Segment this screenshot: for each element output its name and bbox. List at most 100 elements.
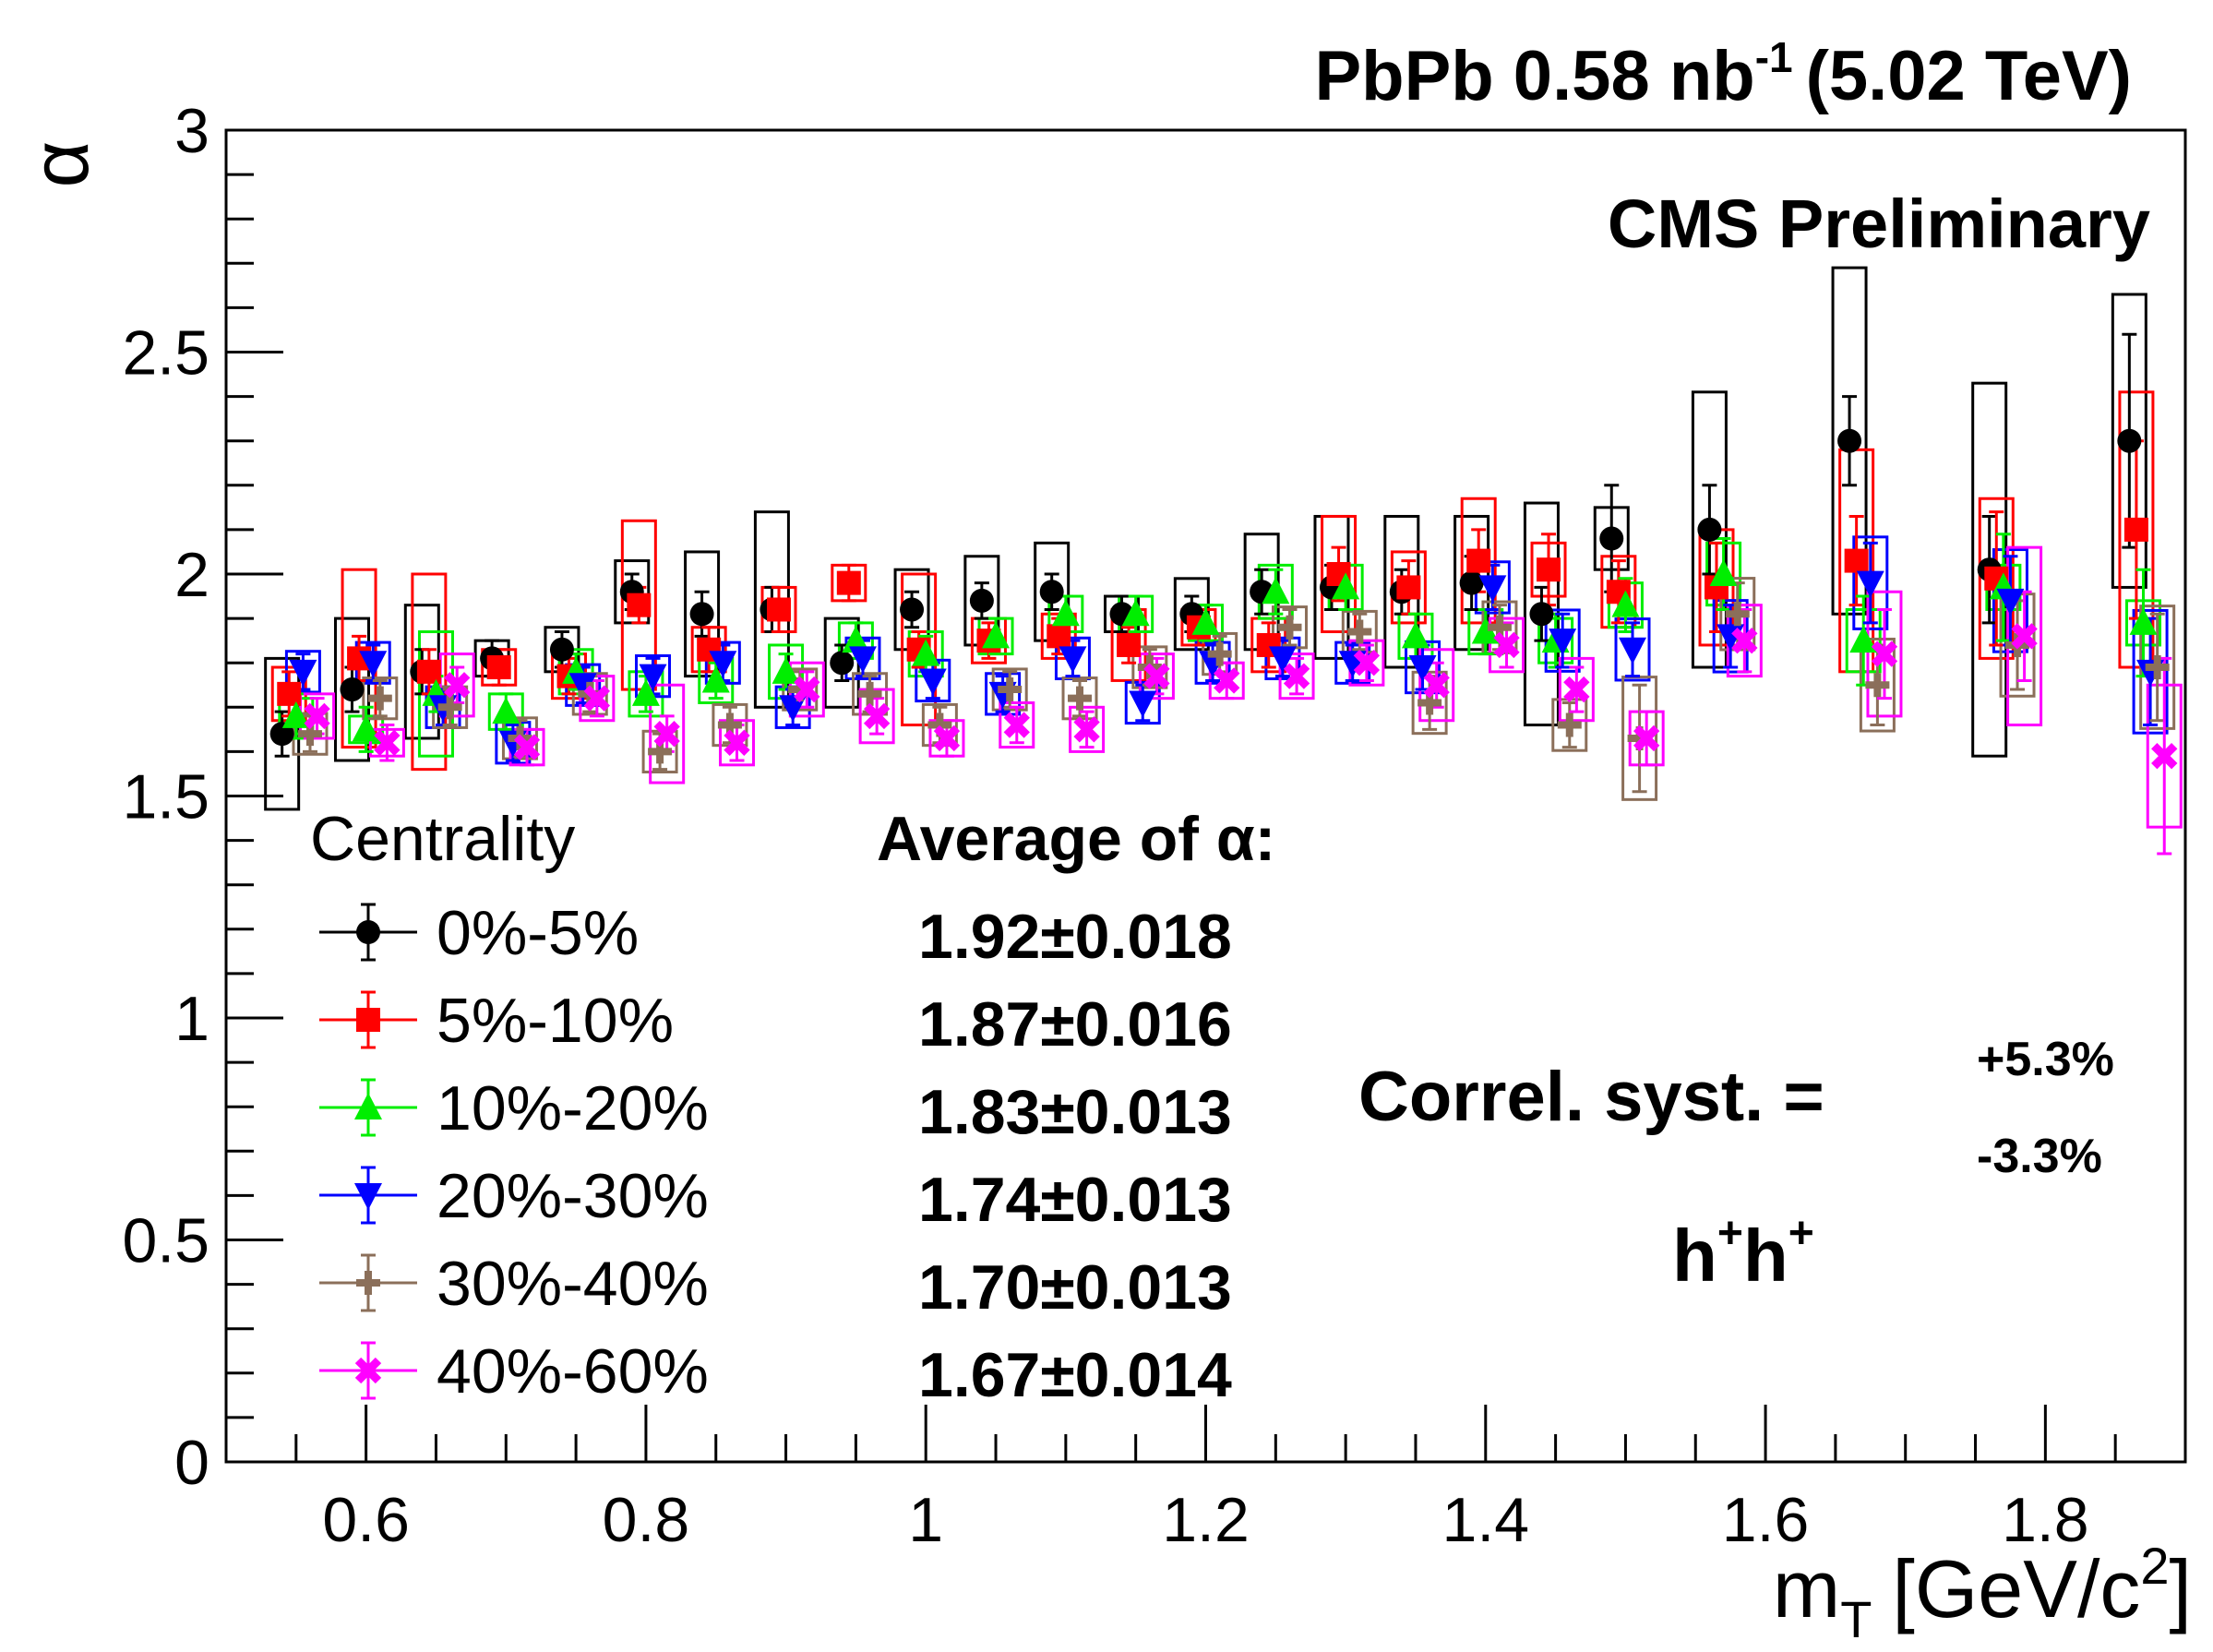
data-point — [842, 626, 870, 653]
data-point — [1856, 570, 1884, 598]
data-point — [631, 678, 660, 706]
y-tick-label: 1.5 — [122, 762, 209, 832]
sys-box — [1978, 497, 2015, 660]
data-point — [1262, 577, 1290, 605]
sys-box — [649, 683, 686, 784]
x-label-unit: [GeV/c — [1892, 1543, 2140, 1634]
data-point — [1459, 570, 1484, 595]
data-point — [857, 681, 882, 706]
data-point — [1268, 646, 1297, 674]
x-tick-label: 1.8 — [2002, 1485, 2089, 1555]
legend-marker — [354, 1357, 382, 1384]
data-point — [583, 685, 611, 712]
data-point — [912, 639, 940, 666]
x-tick-label: 1 — [908, 1485, 943, 1555]
correl-plus: +5.3% — [1977, 1033, 2114, 1086]
data-point — [1283, 663, 1310, 689]
data-point — [1347, 619, 1372, 644]
average-value: 1.70±0.013 — [918, 1252, 1232, 1323]
sys-box — [1321, 514, 1358, 634]
data-point — [1143, 663, 1170, 689]
data-point — [1214, 667, 1240, 694]
data-point — [437, 695, 462, 720]
data-point — [289, 659, 317, 687]
x-tick-label: 1.6 — [1722, 1485, 1810, 1555]
data-point — [653, 720, 680, 748]
x-label-sub: T — [1840, 1590, 1872, 1648]
legend-label: 30%-40% — [437, 1249, 709, 1319]
sys-box — [1992, 548, 2028, 653]
cms-label: CMS Preliminary — [1608, 186, 2150, 262]
data-point — [836, 570, 861, 595]
data-point — [486, 655, 511, 680]
data-point — [1865, 673, 1890, 698]
data-point — [701, 665, 730, 693]
data-point — [1277, 615, 1302, 640]
legend-marker — [356, 1008, 380, 1032]
data-point — [492, 697, 520, 724]
data-point — [367, 686, 392, 711]
data-point — [998, 677, 1023, 702]
sys-box — [684, 550, 721, 678]
data-point — [1697, 517, 1722, 542]
correl-minus: -3.3% — [1977, 1130, 2102, 1183]
legend-title: Centrality — [310, 804, 575, 874]
legend-entry: 20%-30% — [319, 1161, 709, 1231]
x-tick-label: 0.8 — [603, 1485, 690, 1555]
pair-plus2: + — [1788, 1209, 1814, 1258]
x-tick-label: 1.2 — [1162, 1485, 1250, 1555]
sys-box — [1411, 670, 1448, 736]
data-point — [1871, 640, 1898, 667]
data-point — [1599, 526, 1624, 551]
legend-entry: 30%-40% — [319, 1249, 709, 1319]
y-tick-label: 1 — [174, 984, 209, 1054]
sys-box — [1558, 656, 1595, 723]
pair-h1: h — [1672, 1215, 1717, 1297]
data-point — [1619, 637, 1647, 664]
average-title: Average of α: — [877, 804, 1275, 874]
data-point — [1633, 724, 1660, 752]
data-point — [1191, 607, 1220, 635]
title-superscript: -1 — [1755, 33, 1793, 81]
data-point — [1332, 572, 1360, 600]
data-point — [772, 656, 800, 684]
pair-h2: h — [1743, 1215, 1788, 1297]
data-point — [1549, 628, 1577, 656]
sys-box — [1124, 680, 1161, 725]
data-point — [918, 668, 947, 696]
sys-box — [985, 672, 1022, 716]
data-point — [1837, 428, 1862, 453]
data-point — [549, 637, 574, 662]
sys-box — [2118, 390, 2155, 669]
data-point — [2129, 607, 2158, 635]
data-point — [1611, 590, 1640, 617]
average-value: 1.67±0.014 — [918, 1340, 1232, 1410]
sys-box — [1138, 652, 1175, 700]
x-tick-label: 1.4 — [1442, 1485, 1530, 1555]
x-label-unit-sup: 2 — [2140, 1537, 2169, 1595]
data-point — [304, 702, 330, 730]
average-value: 1.83±0.013 — [918, 1077, 1232, 1147]
data-point — [1353, 650, 1381, 676]
title-text: PbPb 0.58 nb — [1314, 37, 1754, 115]
legend-label: 10%-20% — [437, 1073, 709, 1143]
data-point — [1563, 676, 1590, 703]
sys-box — [2132, 608, 2169, 735]
legend-marker — [356, 1271, 380, 1295]
data-point — [1121, 599, 1150, 627]
x-axis-label: mT [GeV/c2] — [1773, 1537, 2192, 1648]
sys-box — [1489, 617, 1525, 674]
sys-box — [858, 688, 895, 745]
data-point — [1396, 575, 1421, 600]
x-tick-label: 0.6 — [322, 1485, 410, 1555]
pair-label: h+h+ — [1672, 1209, 1814, 1297]
legend-marker — [354, 1093, 382, 1119]
data-point — [1493, 631, 1520, 659]
sys-box — [2006, 545, 2043, 727]
pair-plus1: + — [1717, 1209, 1743, 1258]
legend-marker — [354, 1183, 382, 1210]
data-point — [277, 681, 302, 706]
legend-entry: 0%-5% — [319, 898, 639, 968]
legend-label: 5%-10% — [437, 986, 674, 1056]
